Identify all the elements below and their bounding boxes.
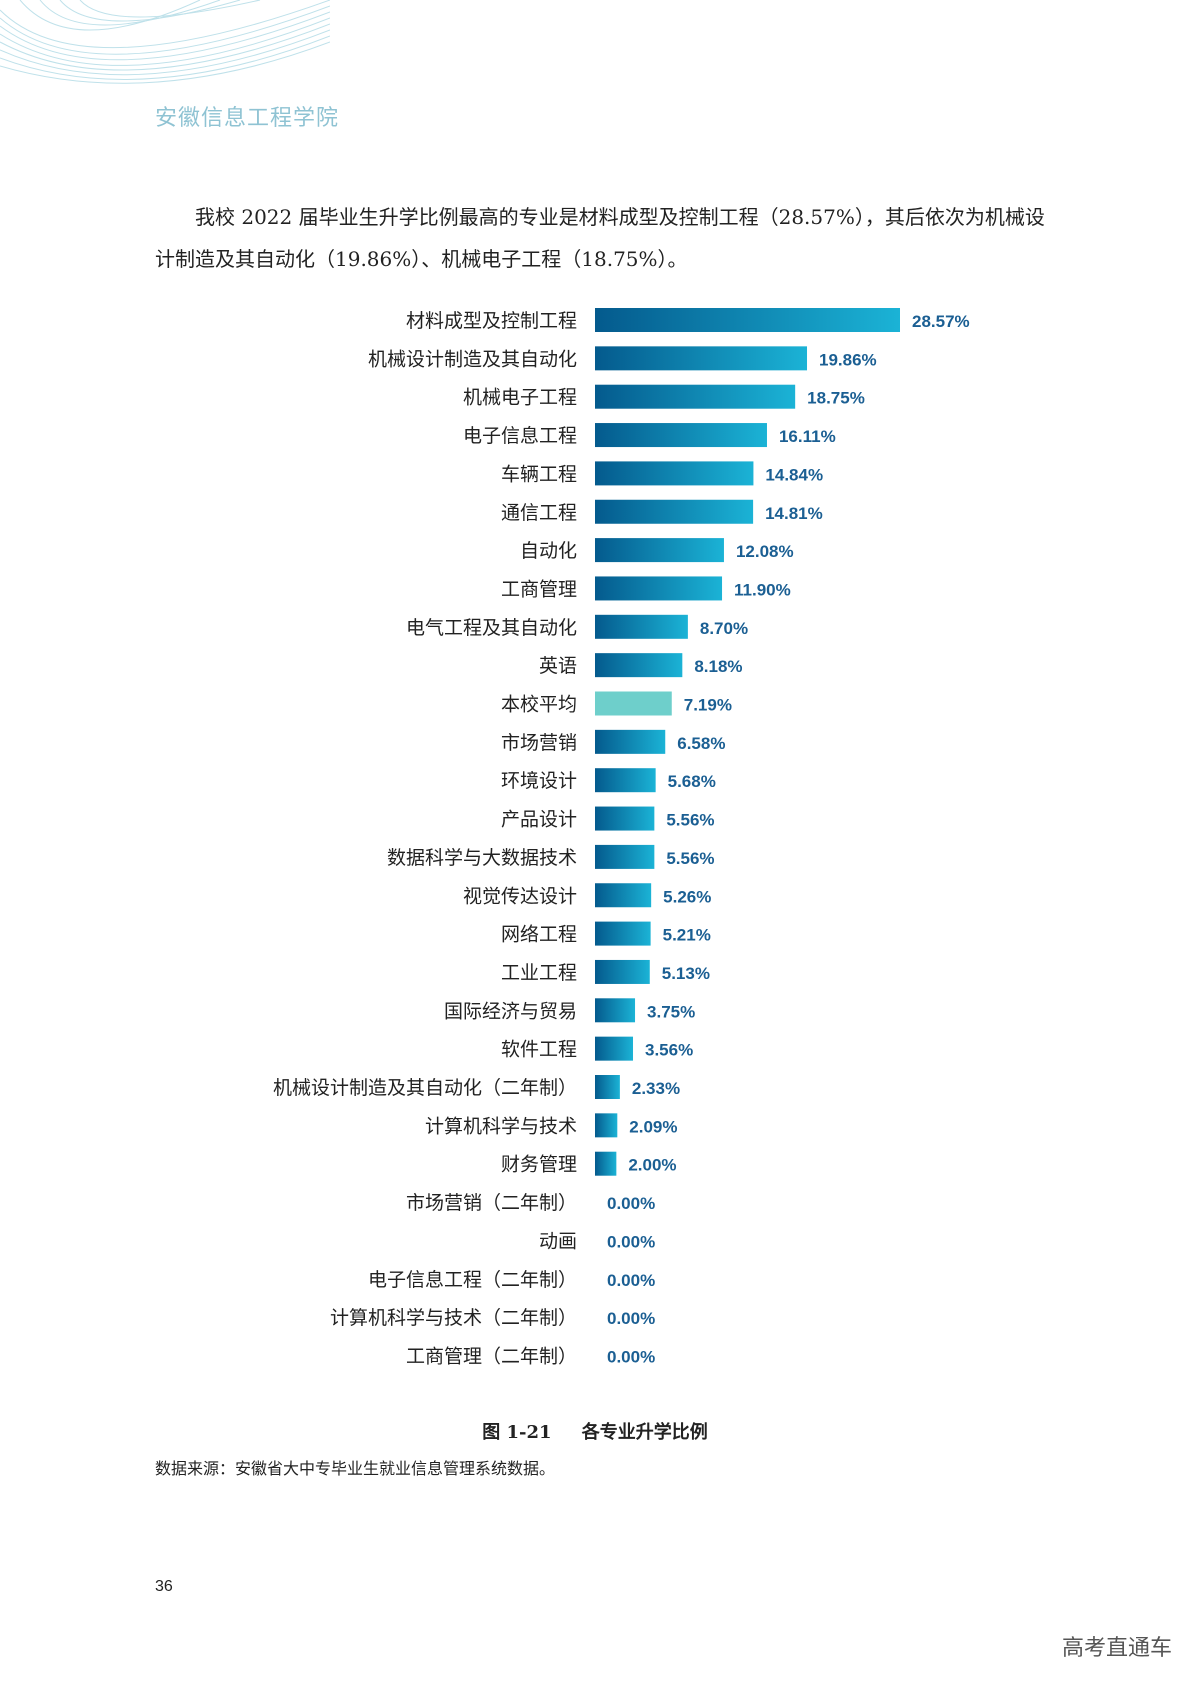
bar <box>595 614 688 639</box>
bar <box>595 998 636 1023</box>
category-label: 视觉传达设计 <box>463 885 577 907</box>
bar <box>595 729 666 754</box>
bar <box>595 499 754 524</box>
category-label: 车辆工程 <box>501 463 577 485</box>
value-label: 18.75% <box>807 389 865 408</box>
category-label: 数据科学与大数据技术 <box>387 847 577 869</box>
bar <box>595 461 754 486</box>
bar <box>595 1151 617 1176</box>
category-label: 软件工程 <box>501 1039 577 1061</box>
category-label: 机械设计制造及其自动化 <box>368 348 577 370</box>
category-label: 电气工程及其自动化 <box>406 617 577 639</box>
bar <box>595 1036 634 1061</box>
category-label: 工商管理（二年制） <box>406 1345 577 1367</box>
category-label: 动画 <box>539 1230 577 1252</box>
value-label: 0.00% <box>607 1232 655 1251</box>
value-label: 5.26% <box>663 887 711 906</box>
page-number: 36 <box>155 1578 173 1595</box>
category-label: 英语 <box>539 655 577 677</box>
value-label: 19.86% <box>819 350 877 369</box>
category-label: 机械设计制造及其自动化（二年制） <box>273 1077 577 1099</box>
value-label: 16.11% <box>779 427 836 446</box>
bar <box>595 538 724 563</box>
value-label: 12.08% <box>736 542 794 561</box>
category-label: 财务管理 <box>501 1154 577 1176</box>
value-label: 11.90% <box>734 580 791 599</box>
bar <box>595 844 655 869</box>
school-name-header: 安徽信息工程学院 <box>155 106 340 131</box>
value-label: 0.00% <box>607 1347 655 1366</box>
bar <box>595 1075 620 1099</box>
bar <box>595 1113 618 1138</box>
category-label: 材料成型及控制工程 <box>406 310 577 332</box>
average-bar <box>595 691 672 716</box>
value-label: 14.81% <box>765 504 823 523</box>
watermark-text: 高考直通车 <box>1061 1636 1172 1661</box>
value-label: 5.13% <box>662 964 710 983</box>
bar <box>595 423 767 448</box>
category-label: 工商管理 <box>501 578 577 600</box>
bar <box>595 921 651 946</box>
category-label: 产品设计 <box>501 809 577 831</box>
category-label: 国际经济与贸易 <box>444 1000 577 1022</box>
value-label: 28.57% <box>912 312 970 331</box>
major-progression-bar-chart: 材料成型及控制工程 28.57% 机械设计制造及其自动化 19.86% 机械电子工程 18… <box>273 308 970 1367</box>
category-label: 环境设计 <box>501 770 577 792</box>
bar <box>595 346 808 371</box>
value-label: 5.21% <box>663 926 711 945</box>
value-label: 2.33% <box>632 1079 680 1098</box>
wave-lines-decoration <box>0 0 330 84</box>
value-label: 2.00% <box>628 1156 676 1175</box>
category-label: 机械电子工程 <box>463 387 577 409</box>
bar <box>595 384 796 409</box>
category-label: 网络工程 <box>501 924 577 946</box>
figure-caption: 图 1-21 各专业升学比例 <box>0 1418 1190 1444</box>
figure-number: 图 1-21 <box>482 1422 552 1443</box>
category-label: 本校平均 <box>501 694 577 716</box>
category-label: 自动化 <box>520 540 577 562</box>
value-label: 14.84% <box>765 465 823 484</box>
category-label: 计算机科学与技术 <box>425 1115 577 1137</box>
category-label: 市场营销 <box>501 732 577 754</box>
value-label: 8.18% <box>694 657 742 676</box>
bar <box>595 768 656 793</box>
value-label: 0.00% <box>607 1271 655 1290</box>
category-label: 通信工程 <box>501 502 577 524</box>
bar <box>595 959 650 984</box>
category-label: 市场营销（二年制） <box>406 1192 577 1214</box>
value-label: 6.58% <box>677 734 725 753</box>
intro-text: 我校 2022 届毕业生升学比例最高的专业是材料成型及控制工程（28.57%），… <box>155 205 1045 271</box>
bar <box>595 576 723 601</box>
value-label: 8.70% <box>700 619 748 638</box>
bar <box>595 308 900 332</box>
value-label: 7.19% <box>684 696 732 715</box>
value-label: 5.68% <box>668 772 716 791</box>
data-source-note: 数据来源：安徽省大中专毕业生就业信息管理系统数据。 <box>155 1459 556 1478</box>
value-label: 3.75% <box>647 1002 695 1021</box>
value-label: 3.56% <box>645 1041 693 1060</box>
value-label: 0.00% <box>607 1194 655 1213</box>
category-label: 工业工程 <box>501 962 577 984</box>
intro-paragraph: 我校 2022 届毕业生升学比例最高的专业是材料成型及控制工程（28.57%），… <box>155 196 1045 280</box>
value-label: 5.56% <box>666 811 714 830</box>
bar <box>595 883 652 908</box>
bar <box>595 653 683 678</box>
figure-title: 各专业升学比例 <box>581 1422 708 1443</box>
value-label: 0.00% <box>607 1309 655 1328</box>
value-label: 5.56% <box>666 849 714 868</box>
category-label: 计算机科学与技术（二年制） <box>330 1307 577 1329</box>
bar <box>595 806 655 831</box>
category-label: 电子信息工程 <box>463 425 577 447</box>
category-label: 电子信息工程（二年制） <box>368 1269 577 1291</box>
value-label: 2.09% <box>629 1117 677 1136</box>
